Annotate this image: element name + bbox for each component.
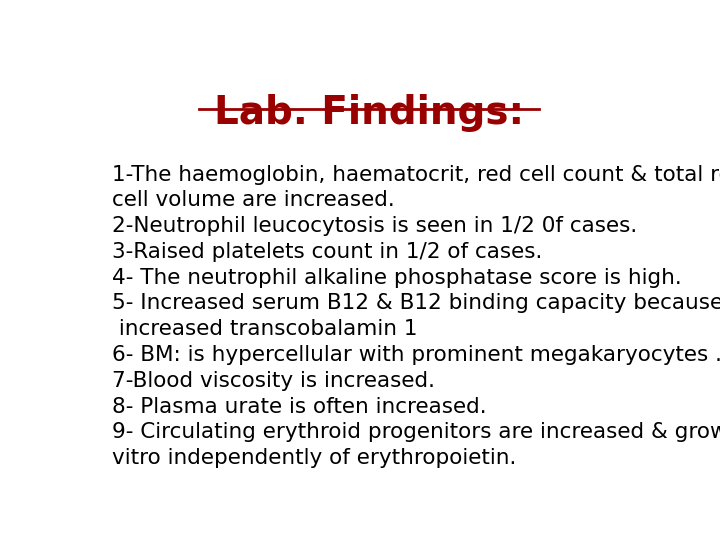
Text: Lab. Findings:: Lab. Findings: — [214, 94, 524, 132]
Text: 6- BM: is hypercellular with prominent megakaryocytes .: 6- BM: is hypercellular with prominent m… — [112, 345, 720, 365]
Text: 3-Raised platelets count in 1/2 of cases.: 3-Raised platelets count in 1/2 of cases… — [112, 242, 543, 262]
Text: 8- Plasma urate is often increased.: 8- Plasma urate is often increased. — [112, 396, 487, 416]
Text: 9- Circulating erythroid progenitors are increased & grow in: 9- Circulating erythroid progenitors are… — [112, 422, 720, 442]
Text: vitro independently of erythropoietin.: vitro independently of erythropoietin. — [112, 448, 517, 468]
Text: 2-Neutrophil leucocytosis is seen in 1/2 0f cases.: 2-Neutrophil leucocytosis is seen in 1/2… — [112, 216, 638, 236]
Text: 1-The haemoglobin, haematocrit, red cell count & total red: 1-The haemoglobin, haematocrit, red cell… — [112, 165, 720, 185]
Text: 4- The neutrophil alkaline phosphatase score is high.: 4- The neutrophil alkaline phosphatase s… — [112, 268, 682, 288]
Text: cell volume are increased.: cell volume are increased. — [112, 191, 395, 211]
Text: 7-Blood viscosity is increased.: 7-Blood viscosity is increased. — [112, 371, 436, 391]
Text: increased transcobalamin 1: increased transcobalamin 1 — [112, 319, 418, 339]
Text: 5- Increased serum B12 & B12 binding capacity because of: 5- Increased serum B12 & B12 binding cap… — [112, 294, 720, 314]
